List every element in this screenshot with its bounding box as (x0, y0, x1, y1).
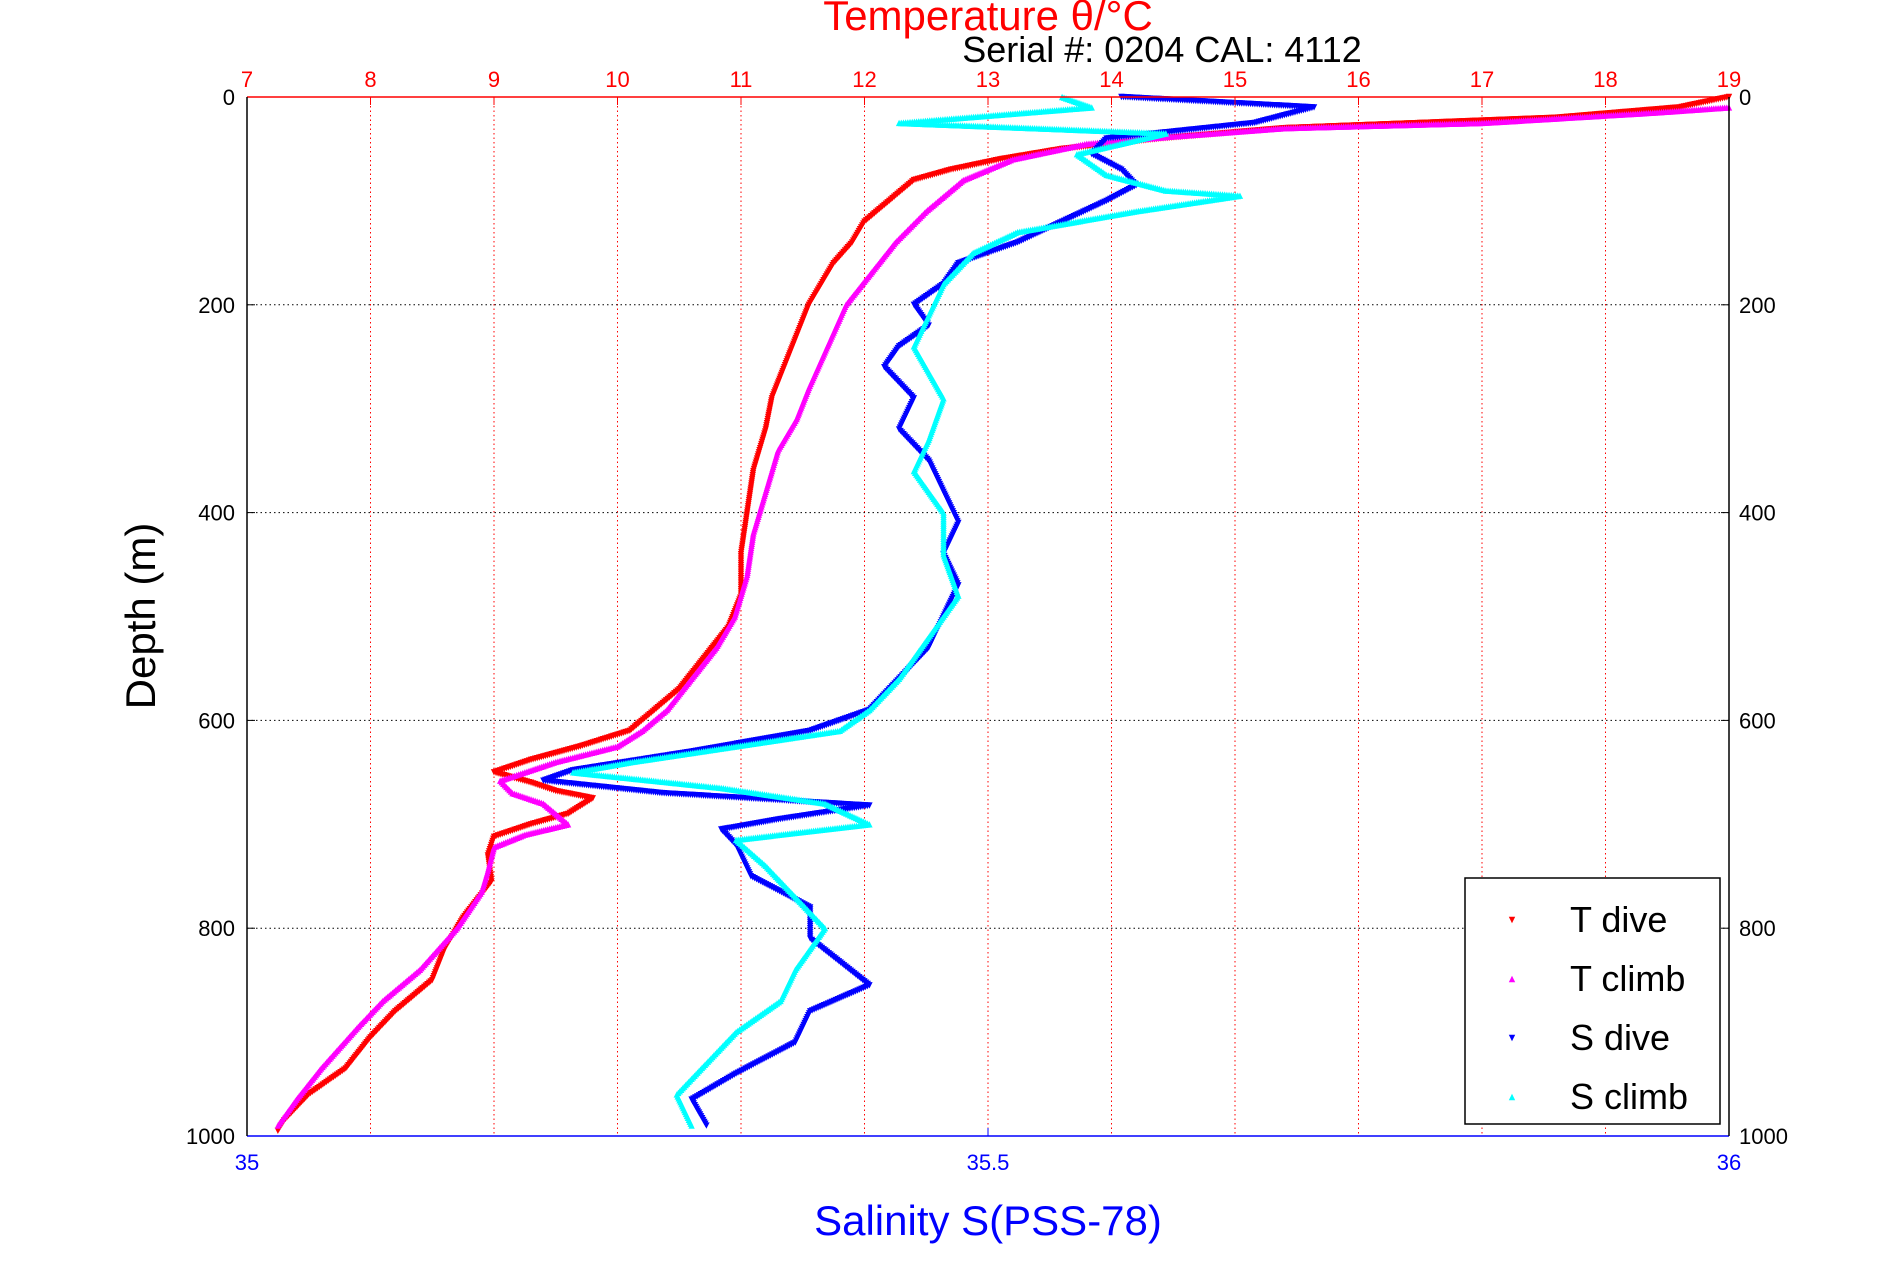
legend-marker (1508, 1034, 1516, 1042)
serial-label: Serial #: 0204 CAL: 4112 (962, 29, 1362, 70)
salinity-tick-label: 35 (235, 1150, 259, 1175)
salinity-tick-label: 35.5 (967, 1150, 1010, 1175)
legend-marker (1508, 975, 1516, 983)
salinity-tick-label: 36 (1717, 1150, 1741, 1175)
depth-tick-label-right: 200 (1739, 293, 1776, 318)
temp-tick-label: 15 (1223, 67, 1247, 92)
temp-tick-label: 8 (364, 67, 376, 92)
temp-tick-label: 16 (1346, 67, 1370, 92)
depth-tick-label-left: 200 (198, 293, 235, 318)
depth-tick-label-right: 400 (1739, 501, 1776, 526)
data-point (274, 1127, 282, 1135)
y-axis-label: Depth (m) (117, 523, 164, 710)
temp-tick-label: 9 (488, 67, 500, 92)
temp-tick-label: 10 (605, 67, 629, 92)
depth-tick-label-left: 800 (198, 916, 235, 941)
depth-tick-label-right: 600 (1739, 708, 1776, 733)
temp-tick-label: 12 (852, 67, 876, 92)
legend-markers (1508, 916, 1516, 1101)
depth-tick-label-left: 400 (198, 501, 235, 526)
series-s-climb (569, 93, 1244, 1129)
series-t-climb (274, 104, 1733, 1129)
legend-label-s-dive: S dive (1570, 1017, 1670, 1058)
temp-tick-label: 19 (1717, 67, 1741, 92)
x-axis-label: Salinity S(PSS-78) (814, 1197, 1162, 1244)
depth-tick-label-right: 0 (1739, 85, 1751, 110)
chart-title: Temperature θ/°C (823, 0, 1153, 39)
temp-tick-label: 18 (1593, 67, 1617, 92)
depth-tick-label-right: 800 (1739, 916, 1776, 941)
legend: T dive T climb S dive S climb (1464, 877, 1721, 1125)
depth-tick-label-left: 1000 (186, 1124, 235, 1149)
data-point (274, 1122, 282, 1129)
legend-box (1464, 877, 1721, 1125)
temp-tick-label: 7 (241, 67, 253, 92)
temp-tick-label: 11 (730, 67, 753, 92)
depth-tick-label-left: 600 (198, 708, 235, 733)
legend-label-s-climb: S climb (1570, 1076, 1688, 1117)
data-point (688, 1122, 695, 1129)
depth-tick-label-left: 0 (223, 85, 235, 110)
legend-marker (1508, 1093, 1516, 1101)
temp-tick-label: 14 (1099, 67, 1123, 92)
depth-tick-label-right: 1000 (1739, 1124, 1788, 1149)
temp-tick-label: 13 (976, 67, 1000, 92)
series-layer (274, 93, 1733, 1135)
temp-tick-label: 17 (1470, 67, 1494, 92)
axes (246, 96, 1730, 1137)
legend-marker (1508, 916, 1516, 924)
legend-label-t-climb: T climb (1570, 958, 1685, 999)
data-point (703, 1122, 710, 1129)
legend-label-t-dive: T dive (1570, 899, 1667, 940)
